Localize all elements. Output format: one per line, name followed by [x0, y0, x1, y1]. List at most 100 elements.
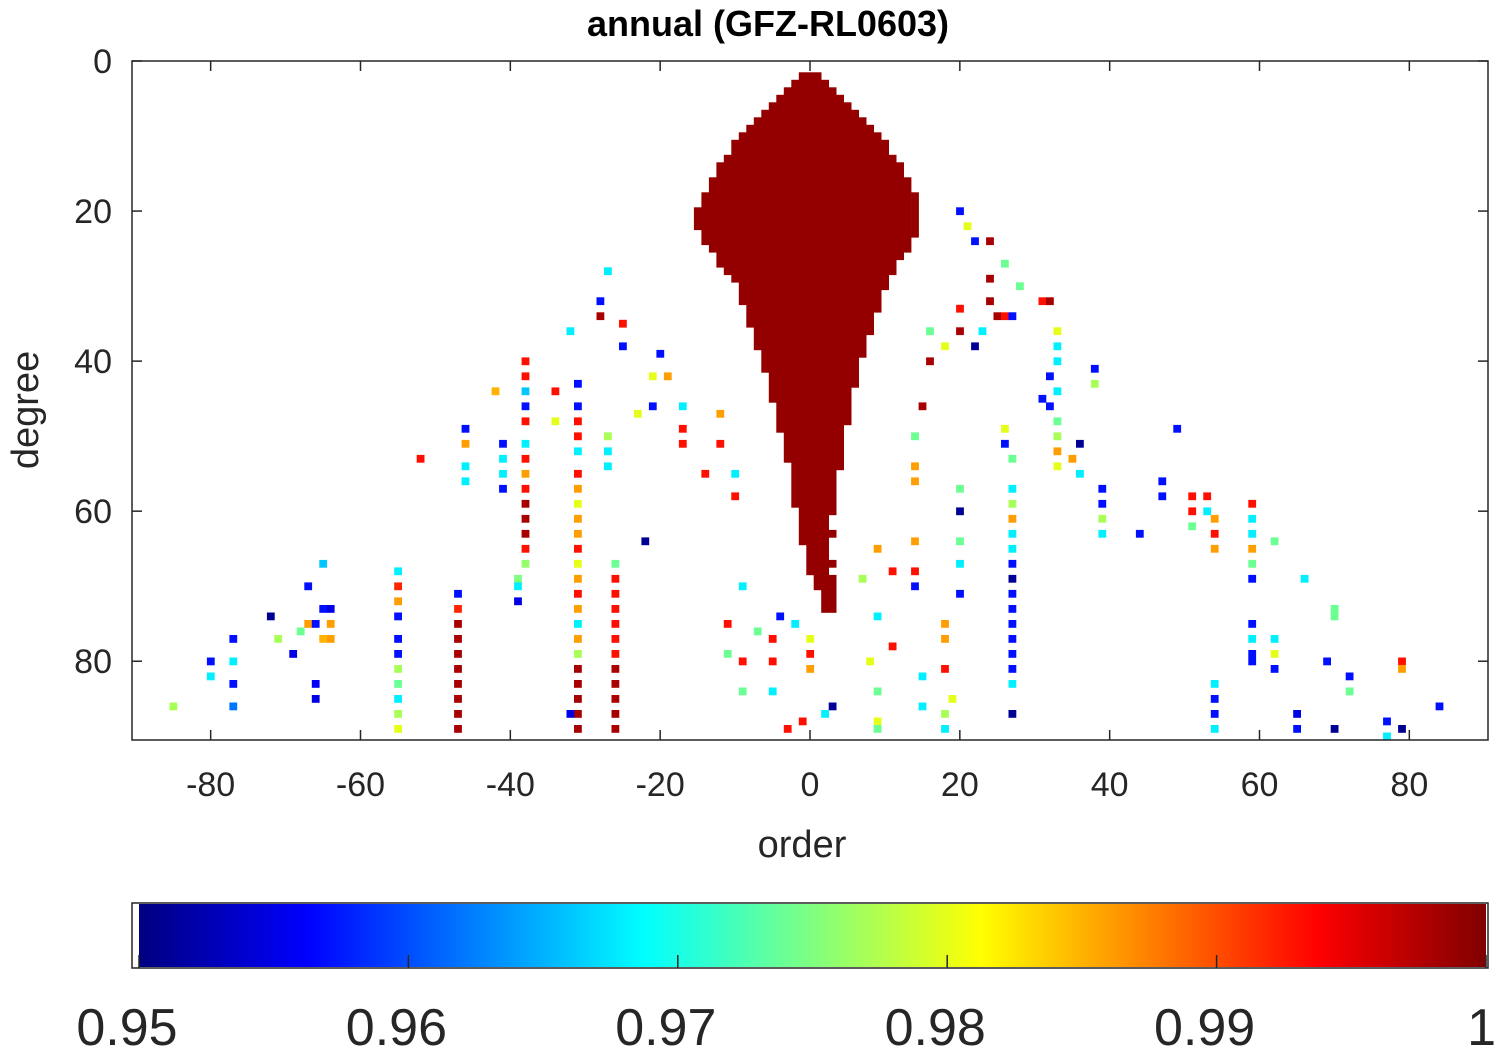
core-cell [768, 237, 777, 246]
colorbar: 0.95 0.96 0.97 0.98 0.99 1 [76, 902, 1496, 1055]
core-cell [843, 349, 852, 358]
data-cell [521, 372, 530, 381]
core-cell [701, 222, 710, 231]
core-cell [791, 409, 800, 418]
core-cell [821, 537, 829, 546]
core-cell [821, 289, 829, 298]
core-cell [813, 417, 822, 426]
core-cell [828, 334, 837, 343]
core-cell [851, 267, 859, 276]
core-cell [851, 117, 859, 126]
core-cell [806, 94, 815, 103]
data-cell [574, 574, 582, 583]
core-cell [701, 237, 710, 246]
core-cell [708, 192, 717, 201]
core-cell [813, 237, 822, 246]
core-cell [806, 229, 815, 238]
core-cell [858, 139, 867, 148]
core-cell [836, 312, 844, 321]
core-cell [873, 169, 882, 178]
core-cell [866, 192, 874, 201]
core-cell [791, 439, 800, 448]
core-cell [731, 154, 740, 163]
core-cell [836, 199, 844, 208]
core-cell [851, 132, 859, 141]
core-cell [836, 154, 844, 163]
data-cell [326, 635, 335, 643]
core-cell [858, 132, 867, 141]
core-cell [873, 252, 882, 261]
core-cell [753, 327, 762, 336]
core-cell [813, 349, 822, 358]
data-cell [1248, 529, 1257, 538]
core-cell [791, 87, 800, 96]
core-cell [828, 132, 837, 141]
core-cell [783, 109, 792, 118]
core-cell [731, 229, 740, 238]
core-cell [753, 192, 762, 201]
core-cell [701, 207, 710, 216]
core-cell [843, 124, 852, 133]
data-cell [1038, 297, 1047, 306]
core-cell [828, 124, 837, 133]
data-cell [768, 635, 777, 643]
core-cell [828, 154, 837, 163]
data-cell [1098, 529, 1107, 538]
core-cell [791, 462, 800, 471]
core-cell [806, 259, 815, 268]
data-cell [776, 612, 785, 621]
core-cell [821, 87, 829, 96]
core-cell [881, 162, 889, 171]
core-cell [746, 267, 755, 276]
core-cell [843, 267, 852, 276]
core-cell [836, 109, 844, 118]
data-cell [873, 612, 882, 621]
core-cell [836, 454, 844, 463]
core-cell [813, 394, 822, 403]
core-cell [813, 289, 822, 298]
core-cell [888, 199, 897, 208]
core-cell [798, 409, 807, 418]
core-cell [836, 379, 844, 388]
core-cell [836, 327, 844, 336]
core-cell [873, 177, 882, 186]
core-cell [768, 192, 777, 201]
data-cell [1053, 357, 1062, 366]
core-cell [761, 192, 770, 201]
core-cell [746, 282, 755, 291]
core-cell [798, 297, 807, 306]
core-cell [821, 364, 829, 373]
core-cell [843, 199, 852, 208]
data-cell [971, 342, 979, 351]
core-cell [858, 252, 867, 261]
core-cell [761, 147, 770, 156]
data-cell [574, 710, 582, 718]
data-cell [611, 559, 620, 568]
core-cell [813, 229, 822, 238]
core-cell [836, 192, 844, 201]
core-cell [873, 222, 882, 231]
core-cell [828, 274, 837, 283]
core-cell [753, 154, 762, 163]
data-cell [566, 327, 575, 336]
core-cell [806, 327, 815, 336]
core-cell [761, 109, 770, 118]
data-cell [1076, 439, 1084, 448]
core-cell [806, 252, 815, 261]
core-cell [836, 169, 844, 178]
data-cell [1008, 529, 1017, 538]
core-cell [791, 102, 800, 111]
core-cell [873, 214, 882, 223]
core-cell [821, 274, 829, 283]
data-cell [1270, 650, 1279, 658]
core-cell [881, 252, 889, 261]
data-cell [454, 635, 462, 643]
core-cell [911, 229, 919, 238]
core-cell [813, 109, 822, 118]
core-cell [761, 199, 770, 208]
data-cell [768, 687, 777, 696]
data-cell [521, 514, 530, 523]
core-cell [896, 222, 904, 231]
core-cell [888, 169, 897, 178]
core-cell [723, 214, 732, 223]
